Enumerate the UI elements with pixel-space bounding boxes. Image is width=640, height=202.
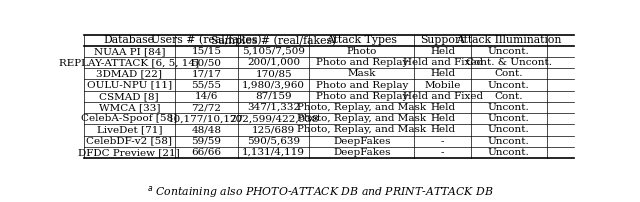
- Text: Photo and Replay: Photo and Replay: [316, 81, 408, 89]
- Text: 87/159: 87/159: [255, 92, 292, 101]
- Text: Mask: Mask: [348, 69, 376, 78]
- Text: Mobile: Mobile: [424, 81, 461, 89]
- Text: Photo, Replay, and Mask: Photo, Replay, and Mask: [297, 125, 426, 135]
- Text: Uncont.: Uncont.: [488, 103, 529, 112]
- Text: 50/50: 50/50: [191, 58, 221, 67]
- Text: Photo and Replay: Photo and Replay: [316, 92, 408, 101]
- Text: -: -: [441, 148, 444, 157]
- Text: Users # (real/fakes): Users # (real/fakes): [151, 35, 262, 46]
- Text: Samples # (real/fakes): Samples # (real/fakes): [211, 35, 336, 46]
- Text: Held: Held: [430, 125, 455, 135]
- Text: Attack Illumination: Attack Illumination: [456, 36, 561, 45]
- Text: Photo, Replay, and Mask: Photo, Replay, and Mask: [297, 114, 426, 123]
- Text: 59/59: 59/59: [191, 137, 221, 146]
- Text: 1,131/4,119: 1,131/4,119: [242, 148, 305, 157]
- Text: DFDC Preview [21]: DFDC Preview [21]: [78, 148, 180, 157]
- Text: Uncont.: Uncont.: [488, 137, 529, 146]
- Text: OULU-NPU [11]: OULU-NPU [11]: [86, 81, 172, 89]
- Text: 66/66: 66/66: [191, 148, 221, 157]
- Text: Cont.: Cont.: [495, 92, 523, 101]
- Text: Held: Held: [430, 69, 455, 78]
- Text: 170/85: 170/85: [255, 69, 292, 78]
- Text: 48/48: 48/48: [191, 125, 221, 135]
- Text: 17/17: 17/17: [191, 69, 221, 78]
- Text: 200/1,000: 200/1,000: [247, 58, 300, 67]
- Text: CelebA-Spoof [58]: CelebA-Spoof [58]: [81, 114, 177, 123]
- Text: CelebDF-v2 [58]: CelebDF-v2 [58]: [86, 137, 172, 146]
- Text: Held: Held: [430, 103, 455, 112]
- Text: Uncont.: Uncont.: [488, 125, 529, 135]
- Text: Cont. & Uncont.: Cont. & Uncont.: [466, 58, 552, 67]
- Text: $^{a}$ Containing also PHOTO-ATTACK DB and PRINT-ATTACK DB: $^{a}$ Containing also PHOTO-ATTACK DB a…: [147, 184, 493, 200]
- Text: 1,980/3,960: 1,980/3,960: [242, 81, 305, 89]
- Text: Held and Fixed: Held and Fixed: [403, 92, 483, 101]
- Text: 10,177/10,177: 10,177/10,177: [168, 114, 244, 123]
- Text: DeepFakes: DeepFakes: [333, 148, 390, 157]
- Text: Photo and Replay: Photo and Replay: [316, 58, 408, 67]
- Text: LiveDet [71]: LiveDet [71]: [97, 125, 162, 135]
- Text: Held and Fixed: Held and Fixed: [403, 58, 483, 67]
- Text: Attack Types: Attack Types: [326, 36, 397, 45]
- Text: Uncont.: Uncont.: [488, 114, 529, 123]
- Text: Held: Held: [430, 114, 455, 123]
- Text: Uncont.: Uncont.: [488, 81, 529, 89]
- Text: 72/72: 72/72: [191, 103, 221, 112]
- Text: Photo: Photo: [347, 47, 377, 56]
- Text: WMCA [33]: WMCA [33]: [99, 103, 160, 112]
- Text: Uncont.: Uncont.: [488, 47, 529, 56]
- Text: Held: Held: [430, 47, 455, 56]
- Text: 55/55: 55/55: [191, 81, 221, 89]
- Text: NUAA PI [84]: NUAA PI [84]: [93, 47, 165, 56]
- Text: 14/6: 14/6: [195, 92, 218, 101]
- Text: 347/1,332: 347/1,332: [247, 103, 300, 112]
- Text: -: -: [441, 137, 444, 146]
- Text: DeepFakes: DeepFakes: [333, 137, 390, 146]
- Text: Database: Database: [104, 36, 155, 45]
- Text: 590/5,639: 590/5,639: [247, 137, 300, 146]
- Text: 125/689: 125/689: [252, 125, 295, 135]
- Text: Support: Support: [420, 36, 465, 45]
- Text: Photo, Replay, and Mask: Photo, Replay, and Mask: [297, 103, 426, 112]
- Text: CSMAD [8]: CSMAD [8]: [99, 92, 159, 101]
- Text: Cont.: Cont.: [495, 69, 523, 78]
- Text: Uncont.: Uncont.: [488, 148, 529, 157]
- Text: 5,105/7,509: 5,105/7,509: [242, 47, 305, 56]
- Text: 202,599/422,938: 202,599/422,938: [229, 114, 319, 123]
- Text: 3DMAD [22]: 3DMAD [22]: [96, 69, 163, 78]
- Text: REPLAY-ATTACK [6, 5, 14]: REPLAY-ATTACK [6, 5, 14]: [59, 58, 199, 67]
- Text: 15/15: 15/15: [191, 47, 221, 56]
